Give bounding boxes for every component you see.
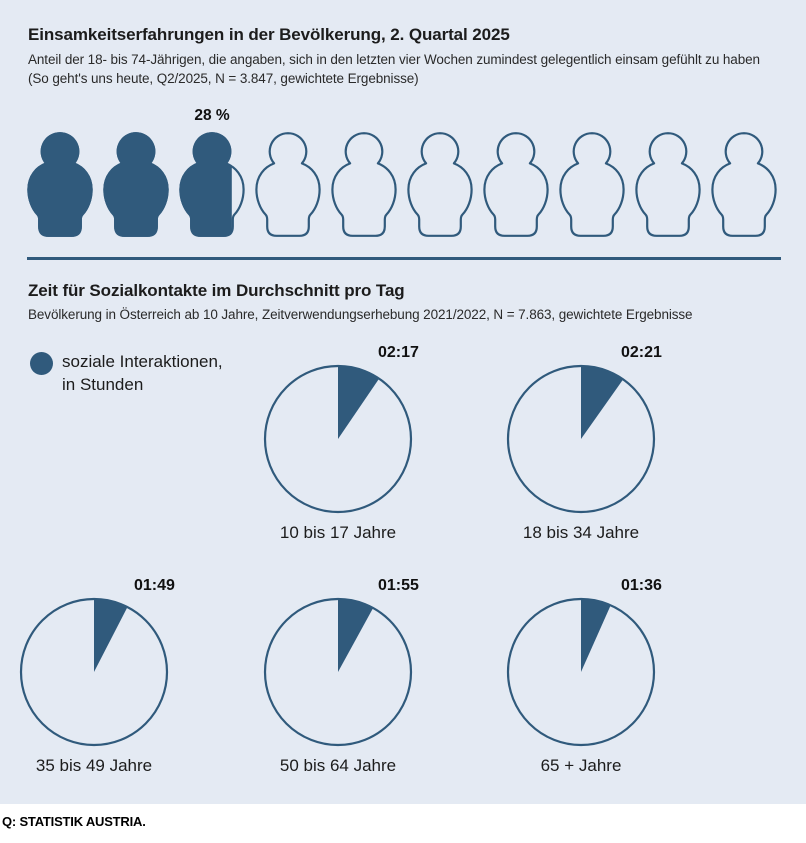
pie-chart-icon (263, 597, 413, 747)
pie-rim (506, 364, 656, 514)
pie-caption: 10 bis 17 Jahre (279, 523, 397, 542)
pie-rim (19, 597, 169, 747)
person-icon (407, 132, 473, 237)
pie-65-plus: 01:36 65 + Jahre (506, 577, 662, 776)
pie-wedge (338, 366, 380, 439)
legend-label-line1: soziale Interaktionen, (62, 352, 223, 371)
pie-value-label: 01:36 (621, 577, 662, 594)
pie-value-label: 01:49 (134, 577, 175, 594)
loneliness-title: Einsamkeitserfahrungen in der Bevölkerun… (28, 25, 510, 44)
pie-18-bis-34: 02:21 18 bis 34 Jahre (506, 344, 662, 543)
chart-card: Einsamkeitserfahrungen in der Bevölkerun… (0, 0, 806, 804)
pie-chart-icon (263, 364, 413, 514)
person-icon (483, 132, 549, 237)
pie-wedge (581, 366, 624, 439)
pie-wedge (94, 599, 128, 672)
section-divider (27, 257, 781, 260)
person-icon (179, 132, 245, 237)
loneliness-subtitle-line2: (So geht's uns heute, Q2/2025, N = 3.847… (28, 70, 419, 86)
percent-label: 28 % (194, 107, 230, 124)
pie-wedge (338, 599, 374, 672)
pie-10-bis-17: 02:17 10 bis 17 Jahre (263, 344, 419, 543)
pie-value-label: 02:21 (621, 344, 662, 361)
pie-rim (263, 364, 413, 514)
loneliness-subtitle-line1: Anteil der 18- bis 74-Jährigen, die anga… (28, 52, 760, 67)
pie-50-bis-64: 01:55 50 bis 64 Jahre (263, 577, 419, 776)
source-note: Q: STATISTIK AUSTRIA. (2, 814, 146, 829)
legend-label-line2: in Stunden (62, 375, 144, 394)
pie-wedge (581, 599, 611, 672)
person-icon (559, 132, 625, 237)
loneliness-subtitle: Anteil der 18- bis 74-Jährigen, die anga… (28, 51, 760, 88)
person-icon (103, 132, 169, 237)
pie-caption: 35 bis 49 Jahre (35, 756, 153, 775)
pie-chart-icon (506, 597, 656, 747)
person-icon (331, 132, 397, 237)
pie-caption: 50 bis 64 Jahre (279, 756, 397, 775)
legend-label: soziale Interaktionen, in Stunden (62, 350, 223, 396)
pie-rim (263, 597, 413, 747)
pie-rim (506, 597, 656, 747)
pie-caption: 18 bis 34 Jahre (522, 523, 640, 542)
pie-35-bis-49: 01:49 35 bis 49 Jahre (19, 577, 175, 776)
person-icon (635, 132, 701, 237)
pie-value-label: 01:55 (378, 577, 419, 594)
pie-caption: 65 + Jahre (540, 756, 622, 775)
person-icon (711, 132, 777, 237)
pictogram-row (27, 132, 777, 237)
pie-chart-icon (506, 364, 656, 514)
person-icon (27, 132, 93, 237)
legend: soziale Interaktionen, in Stunden (30, 350, 223, 396)
social-title: Zeit für Sozialkontakte im Durchschnitt … (28, 281, 405, 300)
legend-swatch-icon (30, 352, 53, 375)
social-subtitle: Bevölkerung in Österreich ab 10 Jahre, Z… (28, 307, 693, 322)
pie-value-label: 02:17 (378, 344, 419, 361)
footer: Q: STATISTIK AUSTRIA. (0, 804, 806, 843)
person-icon (255, 132, 321, 237)
pie-chart-icon (19, 597, 169, 747)
